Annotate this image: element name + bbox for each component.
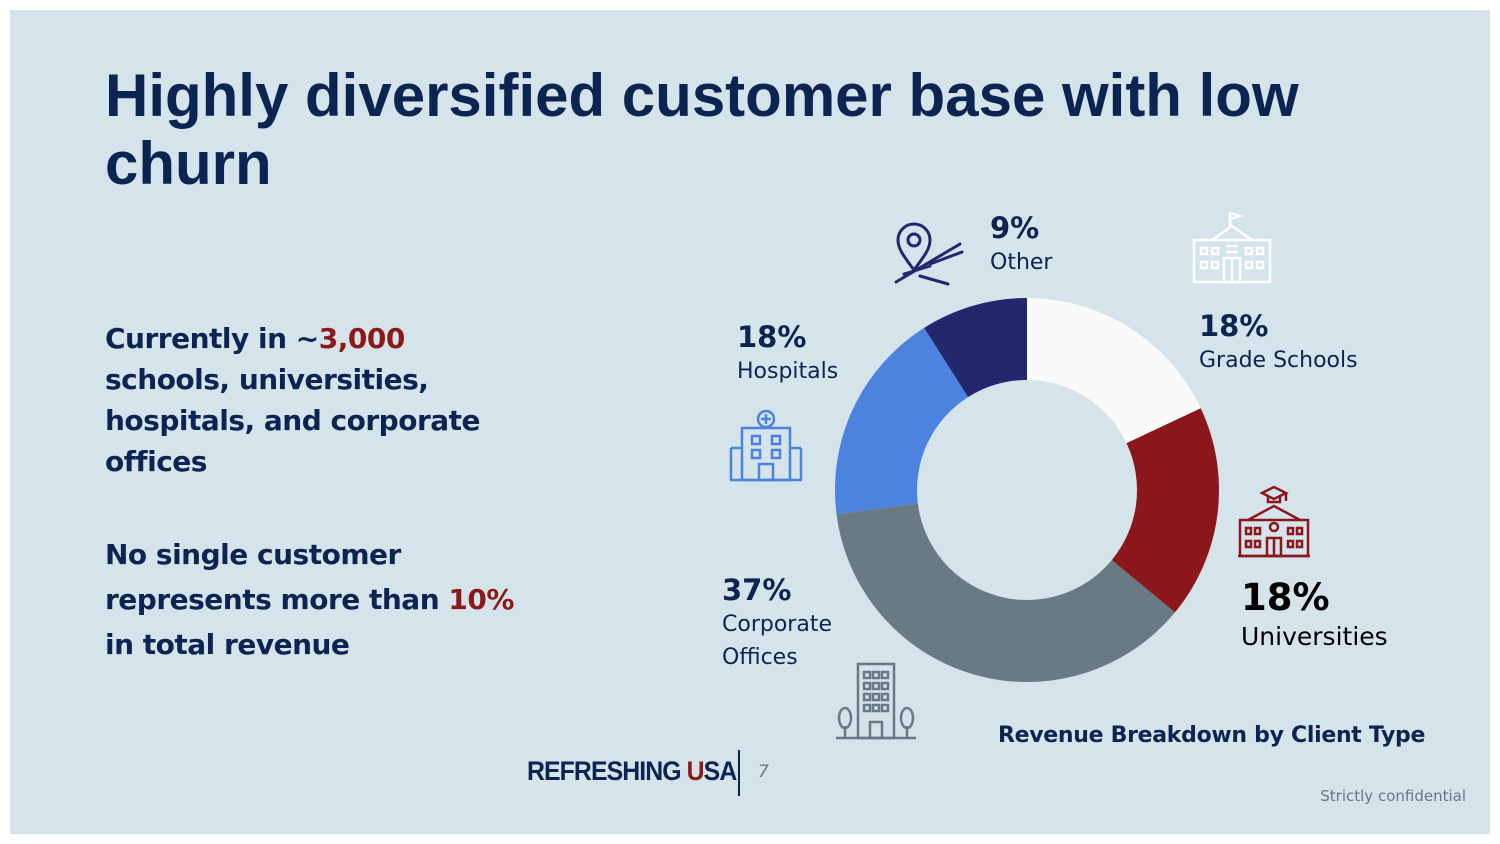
footer-divider (738, 750, 740, 796)
university-building-icon (1238, 485, 1310, 558)
label-corporate-line1: Corporate (722, 612, 832, 637)
logo-text: REFRESHING (527, 756, 687, 786)
label-grade-schools-value: 18% (1199, 309, 1269, 343)
customer-count-text: Currently in ~3,000 schools, universitie… (105, 318, 525, 482)
p1-suffix: schools, universities, hospitals, and co… (105, 363, 481, 478)
p2-suffix: in total revenue (105, 628, 350, 661)
label-universities-name: Universities (1241, 622, 1388, 651)
donut-slices (835, 298, 1219, 683)
label-corporate-offices-value: 37% (722, 573, 792, 607)
map-pin-route-icon (894, 222, 964, 286)
chart-title: Revenue Breakdown by Client Type (998, 723, 1426, 748)
logo-sa: SA (703, 756, 738, 786)
label-universities: 18% Universities (1241, 576, 1388, 653)
label-universities-value: 18% (1241, 576, 1330, 619)
hospital-icon (729, 409, 803, 482)
logo-u: U (686, 756, 705, 786)
slide-background (10, 10, 1490, 834)
label-corporate-line2: Offices (722, 645, 798, 670)
label-other-value: 9% (990, 211, 1040, 245)
label-corporate-offices: 37% Corporate Offices (722, 572, 832, 674)
revenue-share-highlight: 10% (448, 583, 514, 616)
label-other-name: Other (990, 250, 1053, 275)
slide-title: Highly diversified customer base with lo… (105, 62, 1299, 197)
slice-grade-schools (1027, 298, 1201, 444)
confidentiality-notice: Strictly confidential (1320, 787, 1466, 805)
slice-hospitals (835, 327, 969, 515)
label-grade-schools-name: Grade Schools (1199, 348, 1358, 373)
slice-universities (1111, 408, 1219, 613)
school-building-icon (1192, 211, 1272, 284)
slice-other (924, 298, 1027, 398)
label-other: 9% Other (990, 210, 1052, 279)
label-hospitals-name: Hospitals (737, 359, 839, 384)
p1-prefix: Currently in ~ (105, 322, 319, 355)
p2-prefix: No single customer represents more than (105, 538, 449, 616)
label-hospitals-value: 18% (737, 320, 807, 354)
page-number: 7 (758, 762, 769, 782)
revenue-concentration-text: No single customer represents more than … (105, 532, 525, 667)
slice-corporate-offices (836, 503, 1175, 683)
office-tower-icon (836, 662, 916, 740)
company-logo: REFRESHING USA (527, 756, 738, 787)
label-hospitals: 18% Hospitals (737, 319, 838, 388)
label-grade-schools: 18% Grade Schools (1199, 308, 1358, 377)
customer-count-highlight: 3,000 (318, 322, 406, 355)
